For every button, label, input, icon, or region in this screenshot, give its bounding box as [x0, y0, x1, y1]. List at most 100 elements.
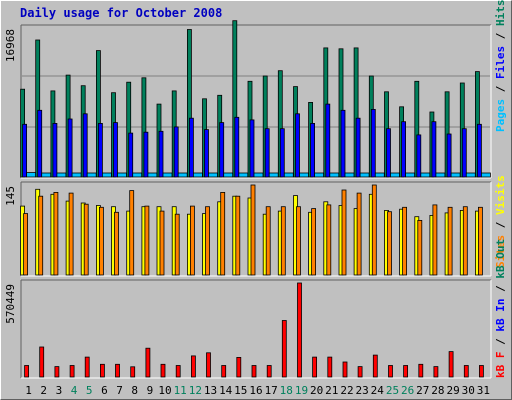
- bar-kb-f-day-21: [327, 356, 333, 378]
- bar-files-day-14: [219, 122, 225, 178]
- bar-pages-day-21: [329, 172, 340, 178]
- bar-kb-f-day-27: [418, 363, 424, 378]
- legend-separator: /: [494, 279, 507, 299]
- bar-pages-day-19: [299, 172, 309, 178]
- bar-kb-f-day-13: [206, 352, 211, 378]
- bar-files-day-16: [249, 119, 255, 178]
- bar-files-day-6: [98, 123, 103, 178]
- day-label-18: 18: [280, 384, 293, 397]
- bar-kb-f-day-30: [463, 365, 469, 378]
- bar-pages-day-15: [238, 172, 249, 178]
- day-label-12: 12: [189, 384, 202, 397]
- bar-sites-day-30: [462, 206, 468, 276]
- bar-pages-day-29: [450, 172, 461, 178]
- plot-area-kbytes: [21, 280, 491, 378]
- bar-pages-day-8: [132, 172, 143, 178]
- bar-sites-day-15: [235, 195, 241, 276]
- bar-sites-day-26: [402, 206, 408, 276]
- bar-sites-day-31: [477, 206, 483, 276]
- bar-sites-day-6: [99, 206, 104, 276]
- bar-sites-day-20: [311, 208, 317, 276]
- bar-pages-day-4: [71, 172, 82, 178]
- bar-files-day-18: [279, 128, 285, 178]
- legend-separator: /: [494, 79, 507, 99]
- bar-kb-f-day-14: [221, 365, 227, 378]
- bar-sites-day-3: [53, 191, 59, 276]
- bar-kb-f-day-6: [100, 363, 105, 378]
- bar-kb-f-day-15: [236, 356, 242, 378]
- bar-pages-day-20: [314, 172, 325, 178]
- bar-files-day-10: [158, 130, 164, 178]
- bar-sites-day-24: [371, 184, 377, 276]
- day-label-7: 7: [116, 384, 123, 397]
- bar-kb-f-day-7: [115, 363, 120, 378]
- bar-kb-f-day-9: [145, 347, 151, 378]
- bar-kb-f-day-29: [448, 351, 454, 378]
- day-label-15: 15: [234, 384, 247, 397]
- bar-kb-f-day-22: [342, 361, 348, 378]
- day-label-14: 14: [219, 384, 233, 397]
- bar-pages-day-18: [283, 172, 294, 178]
- legend-panel-2: Sites / Visits: [494, 175, 507, 268]
- bar-kb-f-day-26: [403, 365, 409, 378]
- bar-files-day-21: [325, 103, 331, 178]
- bar-files-day-17: [264, 128, 270, 178]
- bar-files-day-19: [295, 113, 300, 178]
- bar-sites-day-21: [326, 204, 332, 276]
- legend-visits: Visits: [494, 175, 507, 215]
- bar-pages-day-24: [374, 172, 385, 178]
- bar-kb-f-day-16: [251, 365, 257, 378]
- day-label-19: 19: [295, 384, 308, 397]
- day-label-22: 22: [340, 384, 353, 397]
- bar-sites-day-19: [296, 206, 301, 276]
- day-label-5: 5: [86, 384, 93, 397]
- bar-sites-day-5: [83, 203, 89, 276]
- bar-pages-day-31: [480, 172, 491, 178]
- day-label-2: 2: [40, 384, 47, 397]
- bar-pages-day-3: [56, 172, 67, 178]
- legend-panel-1: Pages / Files / Hits: [494, 0, 507, 132]
- legend-kb-in: kB In: [494, 299, 507, 332]
- day-label-28: 28: [431, 384, 444, 397]
- bar-kb-f-day-8: [130, 366, 136, 378]
- day-label-3: 3: [56, 384, 63, 397]
- bar-sites-day-27: [417, 219, 423, 276]
- bar-files-day-12: [188, 117, 194, 178]
- bar-pages-day-17: [268, 172, 279, 178]
- bar-kb-f-day-2: [39, 346, 45, 378]
- bar-files-day-15: [234, 116, 240, 178]
- legend-hits: Hits: [494, 0, 507, 26]
- bar-kb-f-day-10: [160, 363, 166, 378]
- bar-pages-day-22: [344, 172, 355, 178]
- day-label-30: 30: [462, 384, 475, 397]
- bar-pages-day-16: [253, 172, 264, 178]
- bar-sites-day-25: [387, 211, 392, 276]
- bar-files-day-4: [67, 118, 73, 178]
- day-label-27: 27: [416, 384, 429, 397]
- bar-kb-f-day-4: [69, 365, 75, 378]
- bar-files-day-2: [37, 109, 43, 178]
- day-label-29: 29: [446, 384, 459, 397]
- bar-files-day-28: [431, 121, 437, 178]
- bar-sites-day-8: [129, 190, 135, 276]
- bar-files-day-3: [52, 123, 58, 178]
- bar-pages-day-11: [177, 172, 188, 178]
- bar-sites-day-18: [280, 206, 286, 276]
- bar-files-day-22: [340, 109, 346, 178]
- bar-kb-f-day-23: [357, 366, 363, 378]
- bar-kb-f-day-24: [372, 354, 378, 378]
- bar-pages-day-13: [208, 172, 218, 178]
- bar-pages-day-1: [26, 172, 37, 178]
- legend-sites: Sites: [494, 235, 507, 268]
- bar-sites-day-13: [205, 206, 210, 276]
- bar-kb-f-day-25: [388, 365, 393, 378]
- legend-pages: Pages: [494, 99, 507, 132]
- bar-files-day-20: [310, 123, 316, 178]
- bar-pages-day-30: [465, 172, 476, 178]
- bar-kb-f-day-17: [266, 365, 272, 378]
- day-label-10: 10: [158, 384, 171, 397]
- bar-sites-day-10: [159, 210, 165, 276]
- day-label-1: 1: [25, 384, 32, 397]
- day-label-21: 21: [325, 384, 338, 397]
